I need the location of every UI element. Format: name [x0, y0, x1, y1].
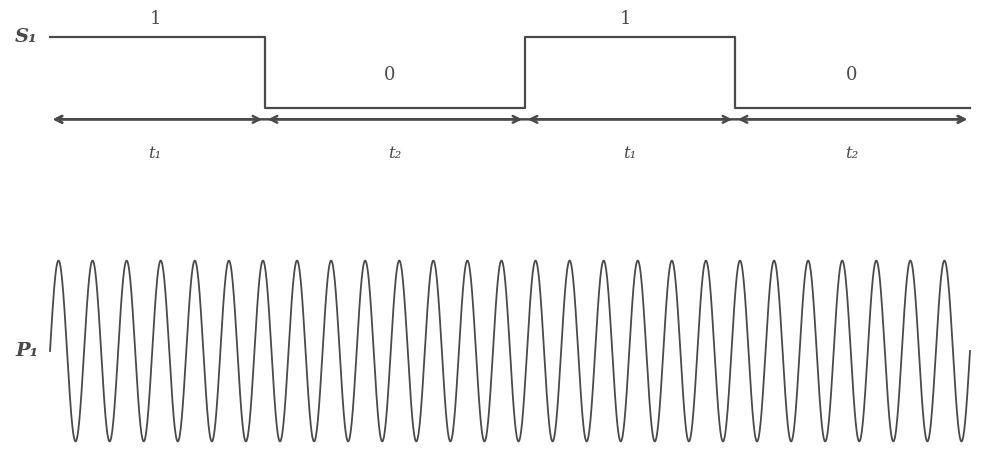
Text: t₂: t₂ — [845, 145, 859, 162]
Text: t₁: t₁ — [623, 145, 637, 162]
Text: P₁: P₁ — [15, 342, 38, 360]
Text: 1: 1 — [619, 10, 631, 28]
Text: t₂: t₂ — [388, 145, 402, 162]
Text: 1: 1 — [149, 10, 161, 28]
Text: 0: 0 — [846, 66, 858, 84]
Text: t₁: t₁ — [148, 145, 162, 162]
Text: S₁: S₁ — [15, 29, 38, 46]
Text: 0: 0 — [384, 66, 396, 84]
